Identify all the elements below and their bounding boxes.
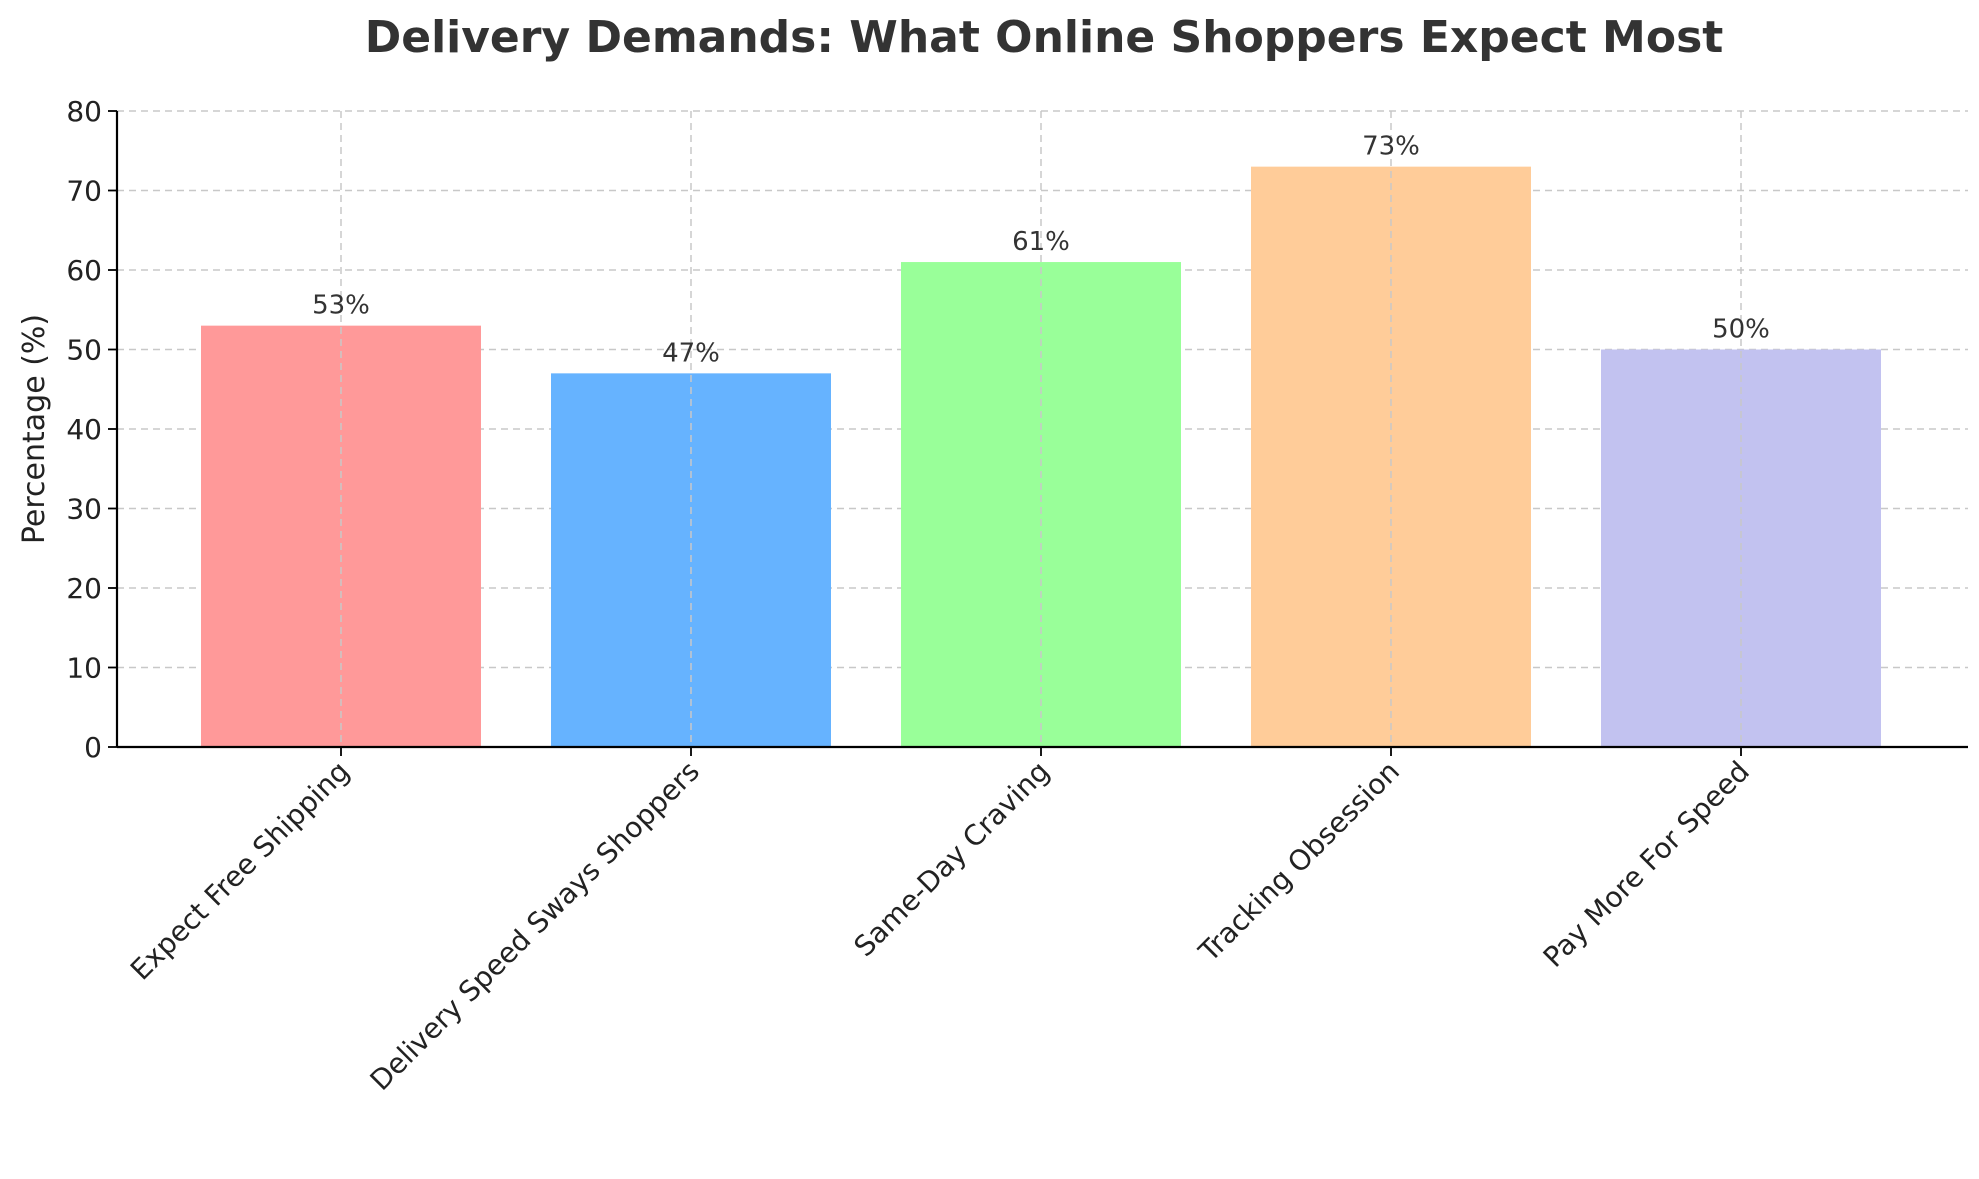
y-tick-label-30: 30: [66, 493, 102, 526]
x-tick-label-4: Tracking Obsession: [1192, 755, 1406, 969]
y-tick-label-60: 60: [66, 254, 102, 287]
y-tick-label-10: 10: [66, 652, 102, 685]
y-tick-label-40: 40: [66, 413, 102, 446]
y-axis-title: Percentage (%): [17, 314, 52, 544]
axes: [108, 110, 1968, 756]
data-label-1: 53%: [312, 291, 370, 321]
y-tick-label-80: 80: [66, 95, 102, 128]
x-tick-label-2: Delivery Speed Sways Shoppers: [364, 755, 706, 1097]
data-label-4: 73%: [1362, 132, 1420, 162]
y-tick-label-70: 70: [66, 175, 102, 208]
data-label-2: 47%: [662, 338, 720, 368]
bars: [201, 111, 1881, 747]
data-label-3: 61%: [1012, 227, 1070, 257]
y-tick-label-20: 20: [66, 572, 102, 605]
bar-4: [1251, 166, 1531, 747]
bar-3: [901, 262, 1181, 747]
x-tick-label-5: Pay More For Speed: [1537, 755, 1756, 974]
data-label-5: 50%: [1712, 315, 1770, 345]
chart-title: Delivery Demands: What Online Shoppers E…: [365, 12, 1724, 63]
x-tick-label-1: Expect Free Shipping: [124, 755, 356, 987]
y-tick-label-0: 0: [84, 731, 102, 764]
x-tick-label-3: Same-Day Craving: [847, 755, 1055, 963]
y-tick-label-50: 50: [66, 334, 102, 367]
